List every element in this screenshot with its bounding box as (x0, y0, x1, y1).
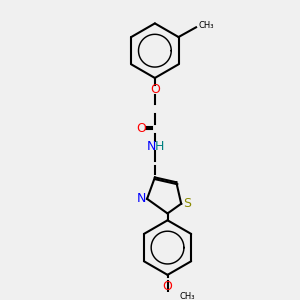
Text: O: O (150, 83, 160, 96)
Text: S: S (183, 197, 191, 210)
Text: N: N (146, 140, 156, 153)
Text: O: O (163, 280, 172, 293)
Text: H: H (155, 140, 164, 153)
Text: CH₃: CH₃ (198, 21, 214, 30)
Text: N: N (136, 192, 146, 205)
Text: CH₃: CH₃ (179, 292, 195, 300)
Text: O: O (136, 122, 146, 135)
